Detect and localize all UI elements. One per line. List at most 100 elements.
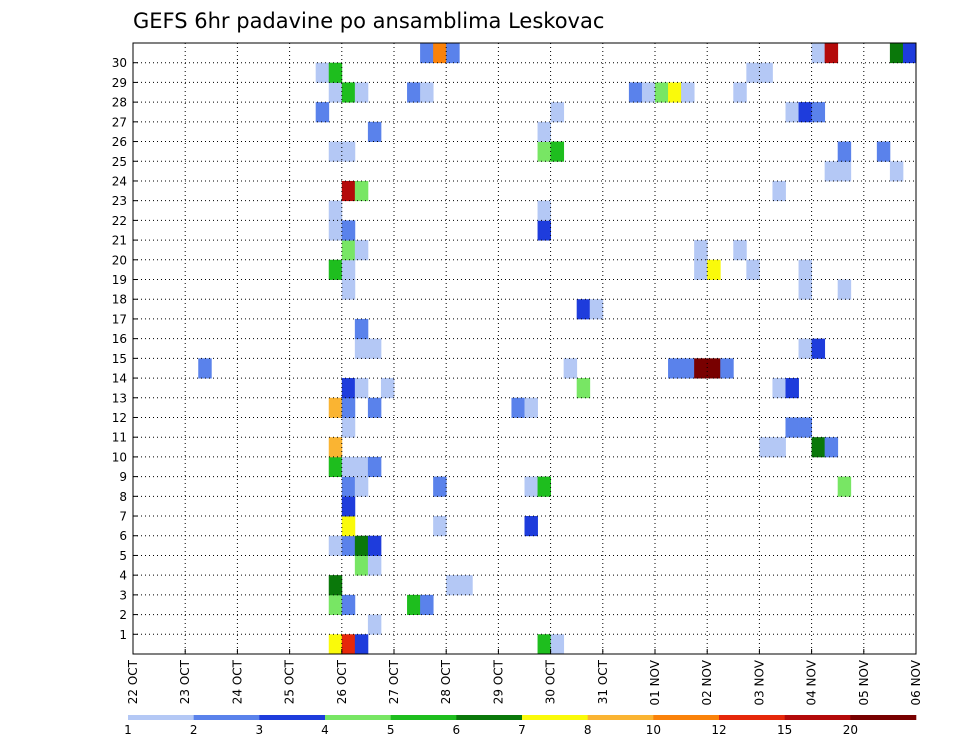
x-tick-label: 04 NOV	[805, 659, 819, 705]
heatmap-cell	[328, 200, 343, 221]
heatmap-cell	[354, 535, 369, 556]
heatmap-cell	[550, 634, 565, 655]
heatmap-cell	[889, 161, 904, 182]
heatmap-cell	[720, 358, 734, 379]
y-tick-label: 29	[112, 76, 127, 90]
heatmap-cell	[798, 259, 812, 280]
y-axis: 1234567891011121314151617181920212223242…	[112, 56, 138, 642]
heatmap-cell	[341, 259, 356, 280]
heatmap-cell	[367, 338, 382, 359]
heatmap-cell	[707, 259, 721, 280]
heatmap-cell	[537, 634, 551, 655]
heatmap-cell	[628, 82, 643, 103]
heatmap-cell	[811, 102, 826, 123]
heatmap-cell	[367, 535, 382, 556]
colorbar-label: 12	[711, 723, 726, 737]
colorbar-label: 15	[777, 723, 792, 737]
heatmap-cell	[328, 634, 343, 655]
heatmap-cell	[798, 417, 812, 438]
heatmap-cell	[367, 121, 382, 142]
heatmap-cell	[328, 437, 343, 458]
colorbar-swatch	[653, 715, 720, 720]
x-tick-label: 06 NOV	[909, 659, 923, 705]
y-tick-label: 21	[112, 234, 127, 248]
heatmap-cell	[446, 43, 460, 64]
heatmap-cell	[420, 594, 434, 615]
colorbar-label: 5	[387, 723, 395, 737]
y-tick-label: 1	[119, 628, 127, 642]
heatmap-cell	[824, 43, 839, 64]
heatmap-cell	[537, 141, 551, 162]
heatmap-cell	[537, 121, 551, 142]
y-tick-label: 23	[112, 194, 127, 208]
heatmap-cell	[328, 62, 343, 83]
heatmap-cell	[681, 82, 695, 103]
heatmap-cell	[367, 555, 382, 576]
colorbar-label: 3	[256, 723, 264, 737]
heatmap-cell	[446, 575, 460, 596]
x-tick-label: 30 OCT	[544, 659, 558, 704]
heatmap-cell	[759, 62, 773, 83]
heatmap-cell	[341, 594, 356, 615]
colorbar-swatch	[193, 715, 260, 720]
heatmap-cell	[837, 161, 852, 182]
x-tick-label: 25 OCT	[283, 659, 297, 704]
heatmap-cell	[341, 496, 356, 517]
heatmap-cell	[655, 82, 669, 103]
heatmap-cell	[824, 437, 839, 458]
chart-title: GEFS 6hr padavine po ansamblima Leskovac	[133, 9, 604, 33]
heatmap-cell	[341, 535, 356, 556]
colorbar-label: 10	[646, 723, 661, 737]
heatmap-cell	[341, 240, 356, 261]
heatmap-cell	[354, 456, 369, 478]
heatmap-cell	[772, 378, 786, 399]
heatmap-cell	[798, 279, 812, 300]
heatmap-cell	[354, 82, 369, 103]
heatmap-cell	[668, 82, 682, 103]
y-tick-label: 11	[112, 431, 127, 445]
colorbar-label: 1	[124, 723, 132, 737]
heatmap-cell	[328, 397, 343, 418]
heatmap-cell	[798, 338, 812, 359]
y-tick-label: 15	[112, 352, 127, 366]
x-tick-label: 26 OCT	[335, 659, 349, 704]
heatmap-cell	[354, 240, 369, 261]
heatmap-cell	[537, 476, 551, 497]
y-tick-label: 28	[112, 96, 127, 110]
heatmap-cell	[341, 634, 356, 655]
heatmap-cell	[759, 437, 773, 458]
heatmap-cell	[380, 378, 395, 399]
heatmap-cell	[681, 358, 695, 379]
heatmap-cell	[367, 456, 382, 478]
heatmap-cell	[563, 358, 578, 379]
heatmap-cell	[537, 200, 551, 221]
x-tick-label: 03 NOV	[752, 659, 766, 705]
colorbar-swatch	[128, 715, 194, 720]
y-tick-label: 19	[112, 273, 127, 287]
colorbar-swatch	[390, 715, 457, 720]
heatmap-cell	[341, 397, 356, 418]
x-tick-label: 28 OCT	[439, 659, 453, 704]
y-tick-label: 16	[112, 332, 127, 346]
heatmap-cell	[420, 82, 434, 103]
heatmap-cell	[341, 516, 356, 537]
y-tick-label: 24	[112, 174, 127, 188]
gridlines	[133, 43, 916, 654]
x-tick-label: 31 OCT	[596, 659, 610, 704]
heatmap-cell	[798, 102, 812, 123]
heatmap-cell	[354, 476, 369, 497]
y-tick-label: 3	[119, 588, 127, 602]
heatmap-cell	[785, 417, 799, 438]
colorbar-label: 2	[190, 723, 198, 737]
heatmap-cell	[328, 456, 343, 478]
y-tick-label: 13	[112, 391, 127, 405]
heatmap-cell	[367, 614, 382, 635]
x-axis: 22 OCT 23 OCT 24 OCT 25 OCT 26 OCT 27 OCT 28 O…	[126, 649, 923, 706]
heatmap-cell	[354, 634, 369, 655]
y-tick-label: 12	[112, 411, 127, 425]
heatmap-cell	[328, 594, 343, 615]
heatmap-cell	[341, 82, 356, 103]
heatmap-cell	[550, 141, 565, 162]
heatmap-cell	[328, 575, 343, 596]
heatmap-cell	[433, 476, 447, 497]
